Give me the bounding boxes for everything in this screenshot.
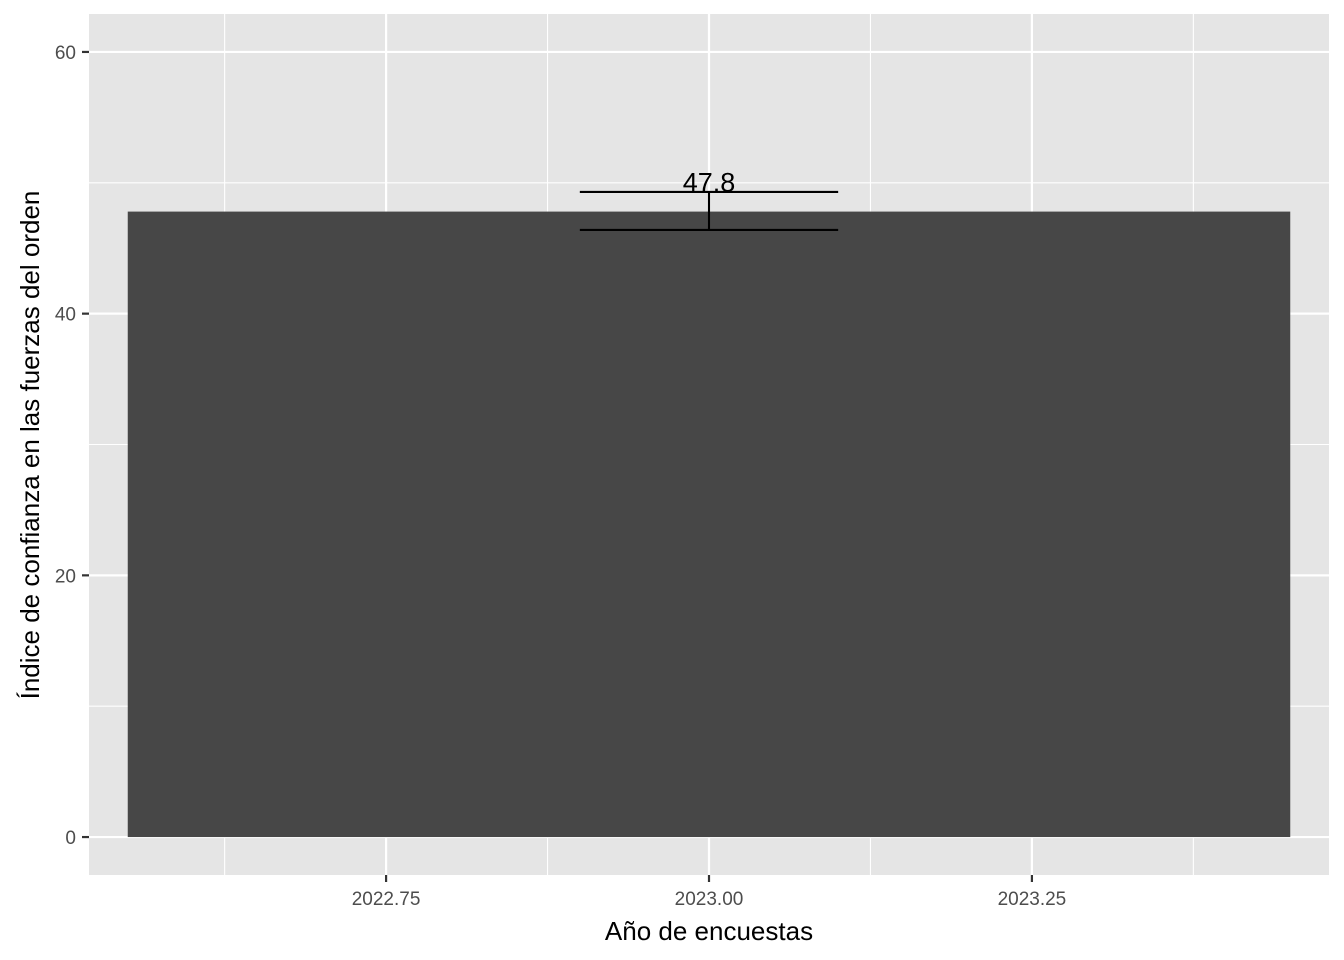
y-axis: 0 20 40 60 <box>55 43 89 849</box>
x-tick-label: 2023.25 <box>998 889 1067 910</box>
y-tick-label: 20 <box>55 566 76 587</box>
x-tick-label: 2023.00 <box>675 889 744 910</box>
y-axis-title: Índice de confianza en las fuerzas del o… <box>15 191 45 700</box>
bars <box>127 211 1291 838</box>
x-tick-label: 2022.75 <box>352 889 421 910</box>
x-axis-title: Año de encuestas <box>605 916 813 946</box>
y-tick-label: 60 <box>55 43 76 64</box>
y-tick-label: 40 <box>55 305 76 326</box>
y-tick-label: 0 <box>65 828 76 849</box>
data-labels: 47.8 <box>683 168 736 198</box>
error-bars <box>579 190 839 231</box>
x-axis: 2022.75 2023.00 2023.25 <box>352 875 1067 910</box>
data-label: 47.8 <box>683 168 736 198</box>
bar <box>127 211 1291 838</box>
